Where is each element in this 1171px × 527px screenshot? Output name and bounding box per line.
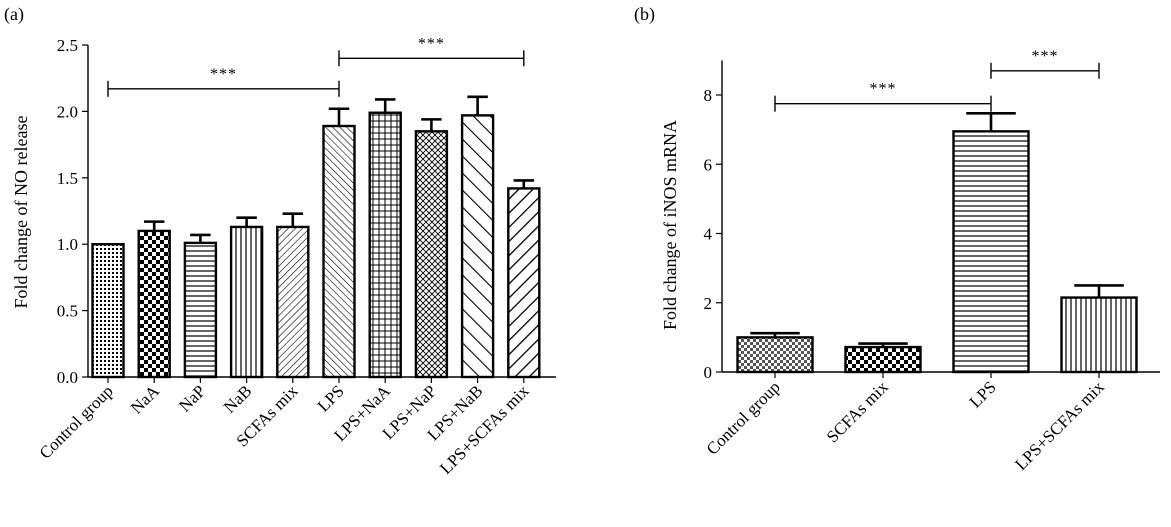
bar <box>137 229 171 379</box>
y-tick-label: 4 <box>704 225 713 244</box>
y-axis-title: Fold change of NO release <box>11 116 31 309</box>
category-label: LPS <box>966 377 1000 411</box>
panel-label: (b) <box>634 4 655 25</box>
bar <box>183 241 218 379</box>
y-tick-label: 0 <box>704 363 713 382</box>
significance-label: *** <box>210 66 237 83</box>
y-tick-label: 6 <box>704 155 713 174</box>
y-tick-label: 1.5 <box>57 169 78 188</box>
bar <box>736 336 814 374</box>
category-label: LPS <box>314 381 348 415</box>
y-tick-label: 2.0 <box>57 102 78 121</box>
significance-label: *** <box>418 35 445 52</box>
chart-panel-a: (a) 0.0 0.5 1.0 1.5 2.0 2.5 Fold change of NO r… <box>4 4 556 478</box>
category-label: NaP <box>175 381 209 415</box>
y-axis-title: Fold change of iNOS mRNA <box>660 120 680 330</box>
bar <box>507 187 541 379</box>
bar <box>229 225 264 379</box>
y-tick-label: 2 <box>704 294 713 313</box>
bar <box>322 124 356 379</box>
category-label: SCFAs mix <box>823 377 892 446</box>
bar <box>844 345 922 374</box>
category-label: Control group <box>703 377 784 458</box>
category-label: NaA <box>127 381 164 418</box>
y-tick-label: 8 <box>704 86 713 105</box>
chart-panel-b: (b) 0 2 4 6 8 Fold change of iNOS mRNA Control … <box>634 4 1160 474</box>
category-label: Control group <box>36 381 117 462</box>
bar <box>91 242 125 379</box>
bar <box>368 111 402 379</box>
bar <box>414 130 449 379</box>
significance-label: *** <box>1032 48 1059 65</box>
bar <box>952 130 1030 374</box>
bar <box>460 114 495 379</box>
panel-label: (a) <box>4 4 24 25</box>
y-tick-label: 0.0 <box>57 368 78 387</box>
category-label: LPS+SCFAs mix <box>1011 377 1108 474</box>
bar <box>276 225 310 379</box>
bar <box>1060 296 1138 374</box>
y-tick-label: 1.0 <box>57 235 78 254</box>
y-tick-label: 2.5 <box>57 36 78 55</box>
category-label: NaB <box>220 381 255 416</box>
y-tick-label: 0.5 <box>57 302 78 321</box>
significance-label: *** <box>870 81 897 98</box>
